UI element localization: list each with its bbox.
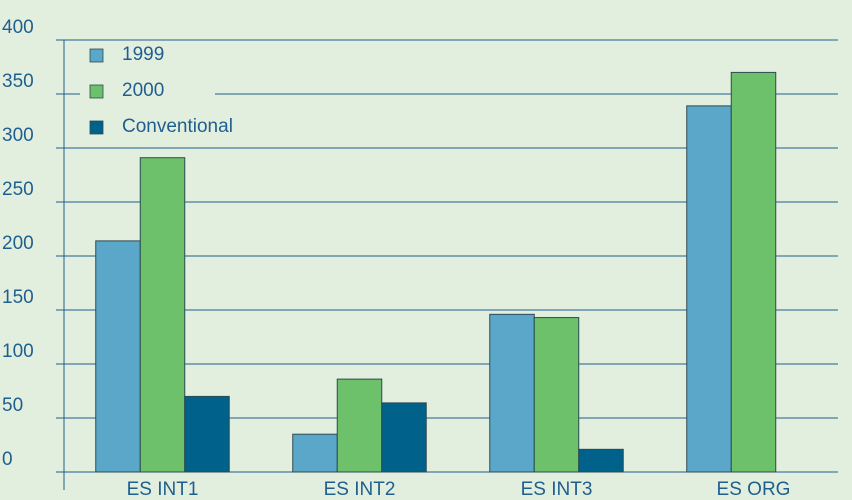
legend-label: 2000 (122, 80, 164, 101)
bar (292, 433, 338, 473)
bar (578, 448, 624, 473)
legend-swatch (89, 48, 104, 63)
y-tick-label: 250 (2, 179, 34, 200)
bar (139, 157, 186, 473)
y-tick-label: 0 (2, 449, 13, 470)
y-tick-label: 400 (2, 17, 34, 38)
x-tick-label: ES INT1 (127, 479, 199, 500)
legend-label: 1999 (122, 44, 164, 65)
legend-swatch (89, 84, 104, 99)
legend-label: Conventional (122, 116, 233, 137)
bar (533, 317, 580, 473)
bar (489, 313, 535, 473)
y-tick-label: 300 (2, 125, 34, 146)
bar (95, 240, 141, 473)
bar (730, 71, 777, 473)
bar (184, 395, 230, 473)
bar (381, 402, 427, 473)
y-tick-label: 50 (2, 395, 23, 416)
y-tick-label: 350 (2, 71, 34, 92)
x-tick-label: ES INT3 (521, 479, 593, 500)
x-tick-label: ES INT2 (324, 479, 396, 500)
y-tick-label: 200 (2, 233, 34, 254)
y-tick-label: 100 (2, 341, 34, 362)
bar (686, 105, 732, 473)
legend-swatch (89, 120, 104, 135)
bar (336, 378, 383, 473)
y-tick-label: 150 (2, 287, 34, 308)
x-tick-label: ES ORG (717, 479, 791, 500)
